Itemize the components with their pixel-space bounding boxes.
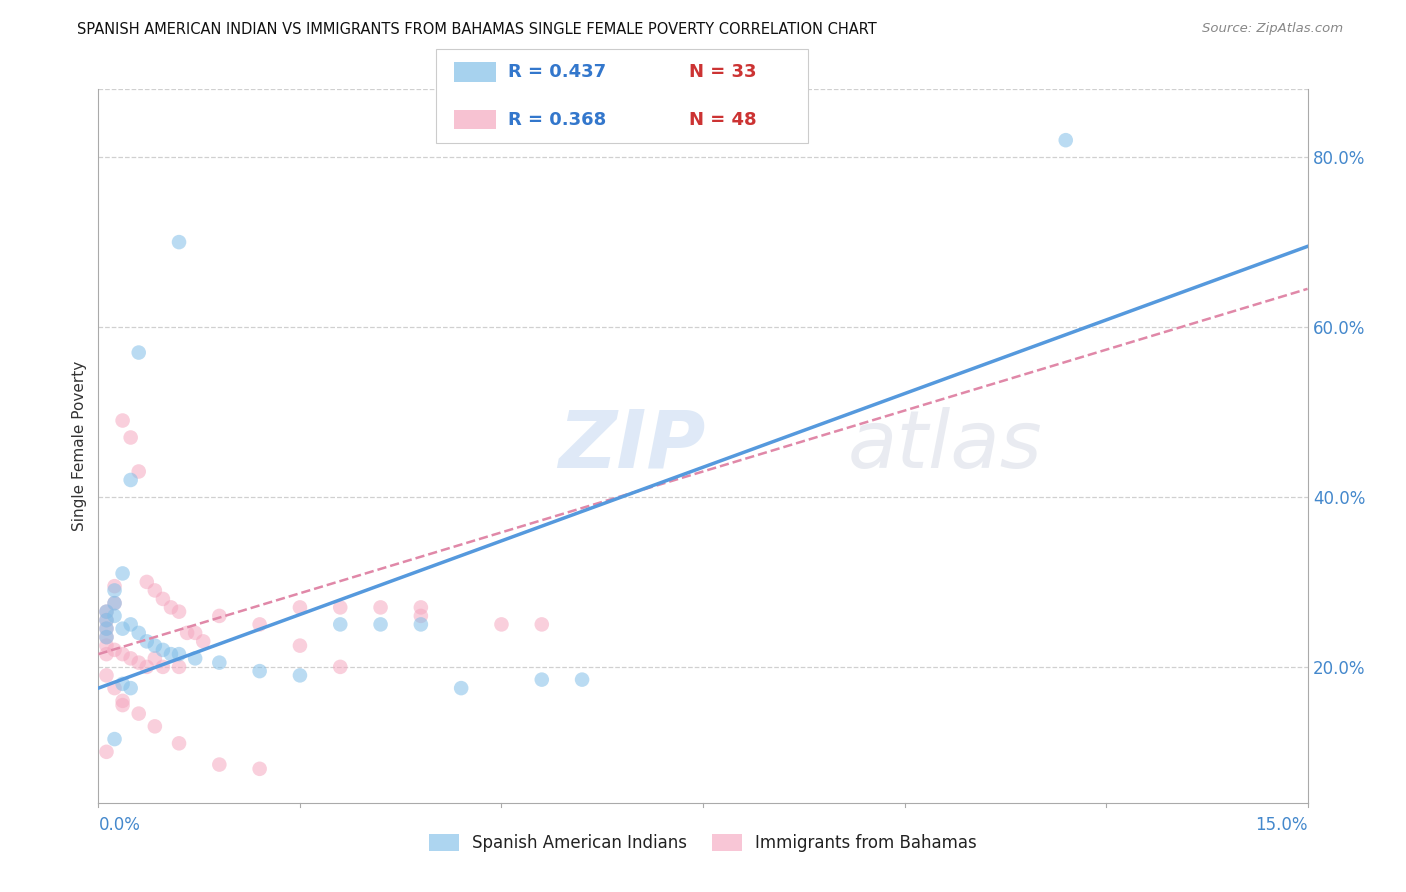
Text: SPANISH AMERICAN INDIAN VS IMMIGRANTS FROM BAHAMAS SINGLE FEMALE POVERTY CORRELA: SPANISH AMERICAN INDIAN VS IMMIGRANTS FR… — [77, 22, 877, 37]
Point — [96, 605, 118, 619]
Text: Source: ZipAtlas.com: Source: ZipAtlas.com — [1202, 22, 1343, 36]
Text: ZIP: ZIP — [558, 407, 706, 485]
Text: N = 48: N = 48 — [689, 111, 756, 128]
Point — [288, 668, 311, 682]
Point — [120, 651, 142, 665]
Point — [96, 622, 118, 636]
Point — [96, 613, 118, 627]
Point — [103, 643, 125, 657]
Point — [103, 681, 125, 695]
Legend: Spanish American Indians, Immigrants from Bahamas: Spanish American Indians, Immigrants fro… — [422, 827, 984, 859]
Point — [167, 605, 190, 619]
Point — [120, 430, 142, 444]
Point — [120, 617, 142, 632]
Point — [96, 745, 118, 759]
Point — [103, 608, 125, 623]
Point — [249, 762, 271, 776]
Point — [111, 677, 134, 691]
Point — [409, 600, 432, 615]
Text: atlas: atlas — [848, 407, 1043, 485]
Point — [103, 596, 125, 610]
Point — [96, 613, 118, 627]
Point — [370, 617, 392, 632]
Point — [288, 600, 311, 615]
Point — [111, 622, 134, 636]
Point — [128, 465, 150, 479]
Point — [96, 630, 118, 644]
Point — [1054, 133, 1077, 147]
Point — [135, 634, 157, 648]
Point — [128, 656, 150, 670]
Text: 0.0%: 0.0% — [98, 815, 141, 833]
Point — [143, 639, 166, 653]
Text: 15.0%: 15.0% — [1256, 815, 1308, 833]
Y-axis label: Single Female Poverty: Single Female Poverty — [72, 361, 87, 531]
Point — [143, 583, 166, 598]
Point — [160, 647, 183, 661]
Point — [111, 698, 134, 712]
Point — [96, 639, 118, 653]
Point — [143, 651, 166, 665]
Point — [329, 617, 352, 632]
Text: N = 33: N = 33 — [689, 63, 756, 81]
Point — [103, 732, 125, 747]
Point — [128, 345, 150, 359]
Point — [152, 643, 174, 657]
Point — [111, 566, 134, 581]
Point — [208, 656, 231, 670]
Point — [143, 719, 166, 733]
Point — [370, 600, 392, 615]
Point — [128, 626, 150, 640]
Point — [450, 681, 472, 695]
Point — [208, 608, 231, 623]
Point — [152, 591, 174, 606]
Point — [167, 235, 190, 249]
Point — [249, 617, 271, 632]
Point — [135, 660, 157, 674]
Point — [96, 647, 118, 661]
Point — [184, 651, 207, 665]
Point — [193, 634, 215, 648]
Point — [111, 413, 134, 427]
Point — [120, 681, 142, 695]
Point — [160, 600, 183, 615]
Point — [409, 608, 432, 623]
Point — [409, 617, 432, 632]
Point — [288, 639, 311, 653]
Point — [329, 600, 352, 615]
Point — [135, 574, 157, 589]
Point — [152, 660, 174, 674]
Point — [103, 583, 125, 598]
Point — [96, 630, 118, 644]
Point — [249, 664, 271, 678]
Point — [167, 660, 190, 674]
Point — [96, 605, 118, 619]
Point — [491, 617, 513, 632]
Point — [128, 706, 150, 721]
Point — [167, 736, 190, 750]
Point — [103, 596, 125, 610]
Point — [329, 660, 352, 674]
Point — [103, 579, 125, 593]
Point — [176, 626, 198, 640]
Point — [96, 622, 118, 636]
Text: R = 0.437: R = 0.437 — [508, 63, 606, 81]
Point — [167, 647, 190, 661]
Point — [96, 668, 118, 682]
Text: R = 0.368: R = 0.368 — [508, 111, 606, 128]
Point — [208, 757, 231, 772]
Point — [571, 673, 593, 687]
Point — [120, 473, 142, 487]
Point — [530, 673, 553, 687]
Point — [111, 694, 134, 708]
Point — [111, 647, 134, 661]
Point — [184, 626, 207, 640]
Point — [530, 617, 553, 632]
